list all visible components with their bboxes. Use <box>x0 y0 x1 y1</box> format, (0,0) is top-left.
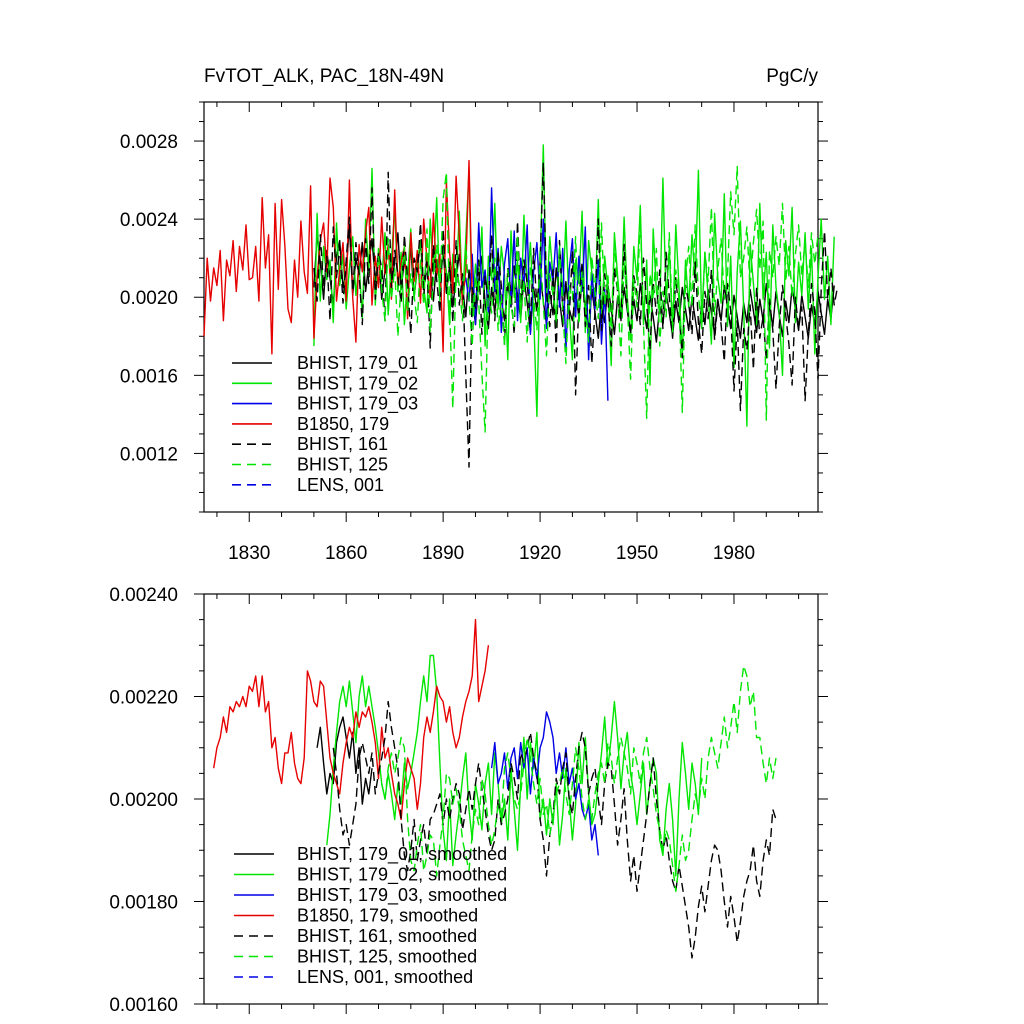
bottom-series-bhist-161-smoothed <box>332 700 777 959</box>
bottom-y-ticklabel: 0.00160 <box>109 995 178 1016</box>
top-x-ticklabel: 1860 <box>325 543 367 564</box>
bottom-legend-label: B1850, 179, smoothed <box>297 906 478 926</box>
top-series-bhist-125 <box>377 165 819 433</box>
bottom-y-ticklabel: 0.00180 <box>109 893 178 914</box>
bottom-y-ticklabel: 0.00220 <box>109 688 178 709</box>
bottom-series-bhist-125-smoothed <box>381 665 777 892</box>
top-y-ticklabel: 0.0016 <box>120 366 178 387</box>
top-panel: 1830 1860 1890 1920 1950 1980 0.0012 0.0016 0.00… <box>120 101 839 564</box>
top-plot-frame <box>203 101 819 513</box>
top-x-ticklabel: 1950 <box>616 543 658 564</box>
top-x-ticklabel: 1890 <box>422 543 464 564</box>
bottom-legend-label: BHIST, 179_02, smoothed <box>297 865 507 886</box>
top-legend-label: BHIST, 161 <box>297 434 388 454</box>
bottom-series-group <box>213 618 777 959</box>
top-legend-label: B1850, 179 <box>297 414 389 434</box>
bottom-legend-label: BHIST, 161, smoothed <box>297 926 477 946</box>
bottom-y-ticklabel: 0.00240 <box>109 585 178 606</box>
bottom-y-ticklabel: 0.00200 <box>109 790 178 811</box>
top-y-ticklabel: 0.0024 <box>120 210 179 231</box>
top-series-bhist-161 <box>313 161 839 468</box>
top-series-b1850-179 <box>203 159 473 355</box>
top-y-ticklabel: 0.0028 <box>120 132 178 153</box>
top-chart-units: PgC/y <box>766 66 818 87</box>
top-legend-label: BHIST, 125 <box>297 455 388 475</box>
top-x-ticklabel: 1980 <box>713 543 755 564</box>
top-y-ticklabel: 0.0012 <box>120 444 178 465</box>
bottom-legend-label: BHIST, 179_03, smoothed <box>297 885 507 906</box>
top-x-ticklabel: 1830 <box>228 543 270 564</box>
top-x-ticklabel: 1920 <box>519 543 561 564</box>
top-legend-label: BHIST, 179_01 <box>297 353 418 374</box>
bottom-series-bhist-179-02-smoothed <box>326 654 703 877</box>
top-legend-label: BHIST, 179_02 <box>297 373 418 394</box>
top-legend-label: LENS, 001 <box>297 475 384 495</box>
bottom-series-bhist-179-01-smoothed <box>316 716 373 805</box>
top-chart-title: FvTOT_ALK, PAC_18N-49N <box>204 66 444 87</box>
bottom-legend-label: LENS, 001, smoothed <box>297 967 473 987</box>
top-series-group <box>203 144 839 468</box>
bottom-legend-label: BHIST, 179_01, smoothed <box>297 844 507 865</box>
top-legend-label: BHIST, 179_03 <box>297 394 418 415</box>
bottom-legend-label: BHIST, 125, smoothed <box>297 947 477 967</box>
bottom-panel: 0.00160 0.00180 0.00200 0.00220 0.00240 BHIS… <box>109 585 828 1016</box>
bottom-series-b1850-179-smoothed <box>213 618 490 821</box>
top-y-ticklabel: 0.0020 <box>120 288 178 309</box>
top-axis-ticks: 1830 1860 1890 1920 1950 1980 0.0012 0.0016 0.00… <box>120 101 828 564</box>
bottom-axis-ticks: 0.00160 0.00180 0.00200 0.00220 0.00240 <box>109 585 828 1016</box>
